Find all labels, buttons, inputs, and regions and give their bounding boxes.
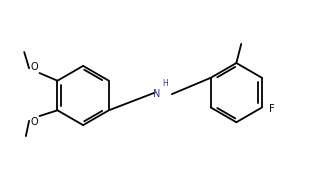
- Text: H: H: [163, 79, 169, 88]
- Text: F: F: [269, 104, 275, 114]
- Text: O: O: [30, 117, 38, 127]
- Text: N: N: [153, 89, 160, 99]
- Text: O: O: [30, 62, 38, 72]
